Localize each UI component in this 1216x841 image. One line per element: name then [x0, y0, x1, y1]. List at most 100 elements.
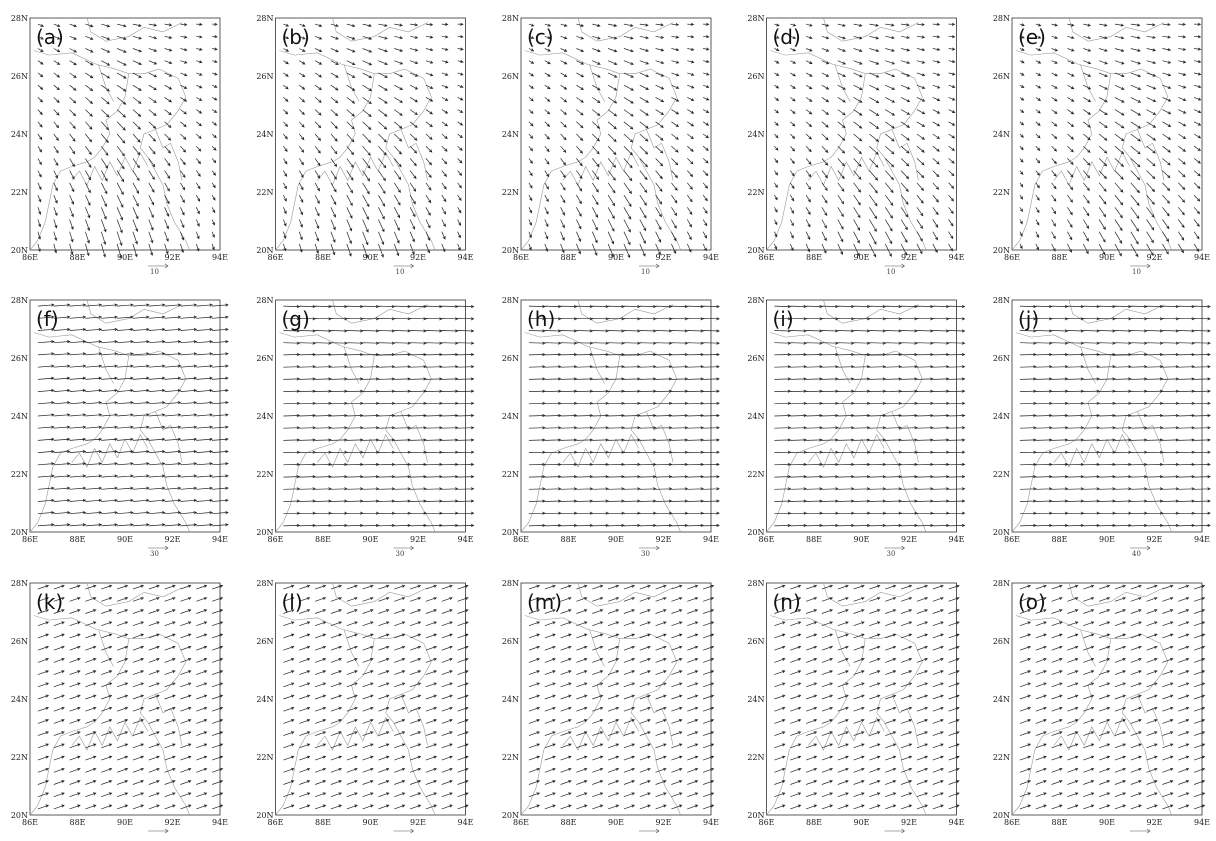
- y-tick-label: 22N: [993, 470, 1010, 479]
- x-tick-label: 90E: [853, 818, 869, 827]
- x-tick-label: 92E: [655, 535, 671, 544]
- y-tick-label: 22N: [502, 470, 519, 479]
- wind-vectors: [37, 303, 229, 527]
- panel-label: (m): [527, 590, 562, 614]
- x-tick-label: 92E: [901, 253, 917, 262]
- y-tick-label: 24N: [256, 695, 273, 704]
- reference-label: 10: [1132, 268, 1141, 276]
- x-tick-label: 86E: [1004, 253, 1020, 262]
- wind-vectors: [283, 584, 469, 810]
- x-tick-label: 90E: [853, 253, 869, 262]
- y-tick-label: 26N: [502, 637, 519, 646]
- y-tick-label: 28N: [256, 14, 273, 23]
- x-tick-label: 88E: [1051, 818, 1067, 827]
- y-tick-label: 22N: [11, 753, 28, 762]
- plot-frame: [29, 299, 221, 533]
- x-tick-label: 90E: [608, 535, 624, 544]
- x-tick-label: 86E: [758, 818, 774, 827]
- y-tick-label: 28N: [747, 14, 764, 23]
- wind-vectors: [1019, 22, 1202, 258]
- reference-arrow: [639, 828, 660, 834]
- reference-label: 30: [396, 550, 405, 558]
- y-tick-label: 28N: [502, 579, 519, 588]
- x-tick-label: 86E: [513, 253, 529, 262]
- x-tick-label: 94E: [1194, 253, 1210, 262]
- y-tick-label: 20N: [256, 528, 273, 537]
- x-tick-label: 94E: [1194, 818, 1210, 827]
- x-tick-label: 90E: [117, 253, 133, 262]
- y-tick-label: 24N: [993, 130, 1010, 139]
- x-tick-label: 94E: [703, 253, 719, 262]
- reference-arrow: [393, 828, 415, 834]
- reference-label: 10: [641, 268, 650, 276]
- x-tick-label: 88E: [806, 818, 822, 827]
- y-tick-label: 28N: [747, 579, 764, 588]
- y-tick-label: 22N: [11, 188, 28, 197]
- x-tick-label: 86E: [267, 253, 283, 262]
- wind-vectors: [283, 304, 475, 528]
- y-tick-label: 20N: [256, 246, 273, 255]
- reference-label: 10: [887, 268, 896, 276]
- x-tick-label: 92E: [164, 253, 180, 262]
- plot-frame: [1011, 582, 1203, 816]
- x-tick-label: 88E: [69, 253, 85, 262]
- x-tick-label: 92E: [901, 535, 917, 544]
- reference-arrow: [884, 263, 906, 269]
- reference-arrow: [148, 828, 169, 834]
- y-tick-label: 26N: [747, 637, 764, 646]
- y-tick-label: 24N: [502, 412, 519, 421]
- x-tick-label: 88E: [315, 535, 331, 544]
- x-tick-label: 88E: [806, 253, 822, 262]
- wind-vectors: [774, 304, 966, 528]
- y-tick-label: 22N: [256, 470, 273, 479]
- y-tick-label: 26N: [256, 72, 273, 81]
- x-tick-label: 92E: [1146, 535, 1162, 544]
- x-tick-label: 86E: [22, 818, 38, 827]
- x-tick-label: 92E: [1146, 253, 1162, 262]
- reference-arrow: [1130, 828, 1151, 834]
- x-tick-label: 88E: [560, 535, 576, 544]
- y-tick-label: 26N: [11, 72, 28, 81]
- x-tick-label: 94E: [948, 253, 964, 262]
- reference-arrow: [1130, 263, 1151, 269]
- x-tick-label: 92E: [655, 253, 671, 262]
- x-tick-label: 92E: [655, 818, 671, 827]
- y-tick-label: 24N: [502, 130, 519, 139]
- x-tick-label: 86E: [513, 535, 529, 544]
- panel-label: (h): [527, 307, 555, 331]
- y-tick-label: 26N: [993, 72, 1010, 81]
- x-tick-label: 90E: [1099, 253, 1115, 262]
- y-tick-label: 28N: [993, 579, 1010, 588]
- y-tick-label: 20N: [11, 811, 28, 820]
- wind-vectors: [774, 22, 956, 258]
- y-tick-label: 20N: [502, 811, 519, 820]
- x-tick-label: 88E: [560, 818, 576, 827]
- y-tick-label: 20N: [993, 246, 1010, 255]
- reference-arrow: [393, 545, 415, 551]
- x-tick-label: 90E: [608, 818, 624, 827]
- wind-vectors: [774, 584, 960, 810]
- panel-label: (o): [1018, 590, 1046, 614]
- x-tick-label: 94E: [948, 535, 964, 544]
- y-tick-label: 28N: [11, 579, 28, 588]
- x-tick-label: 92E: [164, 535, 180, 544]
- reference-arrow: [884, 828, 906, 834]
- x-tick-label: 94E: [1194, 535, 1210, 544]
- x-tick-label: 86E: [758, 535, 774, 544]
- panel-label: (k): [36, 590, 63, 614]
- x-tick-label: 92E: [410, 535, 426, 544]
- reference-label: 30: [641, 550, 650, 558]
- y-tick-label: 24N: [256, 412, 273, 421]
- x-tick-label: 86E: [267, 818, 283, 827]
- x-tick-label: 90E: [362, 253, 378, 262]
- x-tick-label: 86E: [1004, 535, 1020, 544]
